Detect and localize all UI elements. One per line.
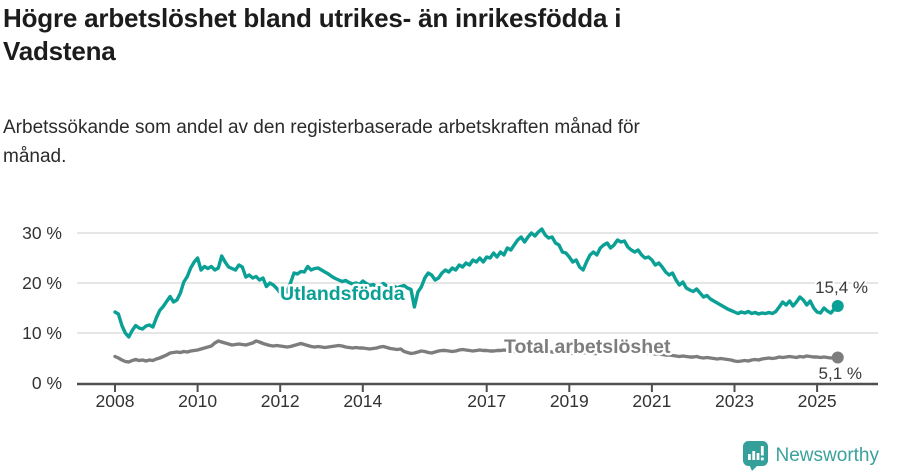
- x-tick-label: 2014: [343, 391, 382, 411]
- x-tick-label: 2021: [632, 391, 671, 411]
- newsworthy-logo: Newsworthy: [741, 440, 879, 471]
- y-tick-label: 20 %: [22, 273, 62, 293]
- chart-subtitle: Arbetssökande som andel av den registerb…: [3, 117, 640, 167]
- newsworthy-logo-icon: [742, 441, 768, 471]
- series-line-utlandsfodda: [113, 227, 840, 339]
- x-tick-label: 2010: [178, 391, 217, 411]
- y-tick-label: 30 %: [22, 223, 62, 243]
- y-tick-label: 10 %: [22, 323, 62, 343]
- y-tick-label: 0 %: [32, 373, 62, 393]
- x-tick-label: 2023: [715, 391, 754, 411]
- x-tick-label: 2025: [798, 391, 837, 411]
- x-tick-label: 2017: [467, 391, 506, 411]
- newsworthy-logo-text: Newsworthy: [775, 444, 879, 466]
- series-end-value-total: 5,1 %: [819, 364, 862, 383]
- chart-title: Högre arbetslöshet bland utrikes- än inr…: [3, 3, 622, 67]
- line-chart: 0 % 10 % 20 % 30 % Utlandsfödda Total arbetsl…: [22, 223, 878, 411]
- logo-bar-chart-icon: [747, 446, 764, 461]
- logo-bubble: [742, 441, 768, 466]
- series-end-value-utlandsfodda: 15,4 %: [815, 278, 868, 297]
- series-label-utlandsfodda: Utlandsfödda: [280, 283, 405, 305]
- series-end-dot-utlandsfodda: [831, 300, 844, 312]
- logo-bubble-tail: [748, 464, 759, 471]
- series-end-dot-total: [831, 351, 844, 364]
- series-label-total: Total arbetslöshet: [504, 336, 671, 358]
- x-tick-label: 2012: [261, 391, 300, 411]
- x-tick-label: 2019: [550, 391, 589, 411]
- series-line-total: [113, 339, 840, 364]
- x-tick-label: 2008: [96, 391, 135, 411]
